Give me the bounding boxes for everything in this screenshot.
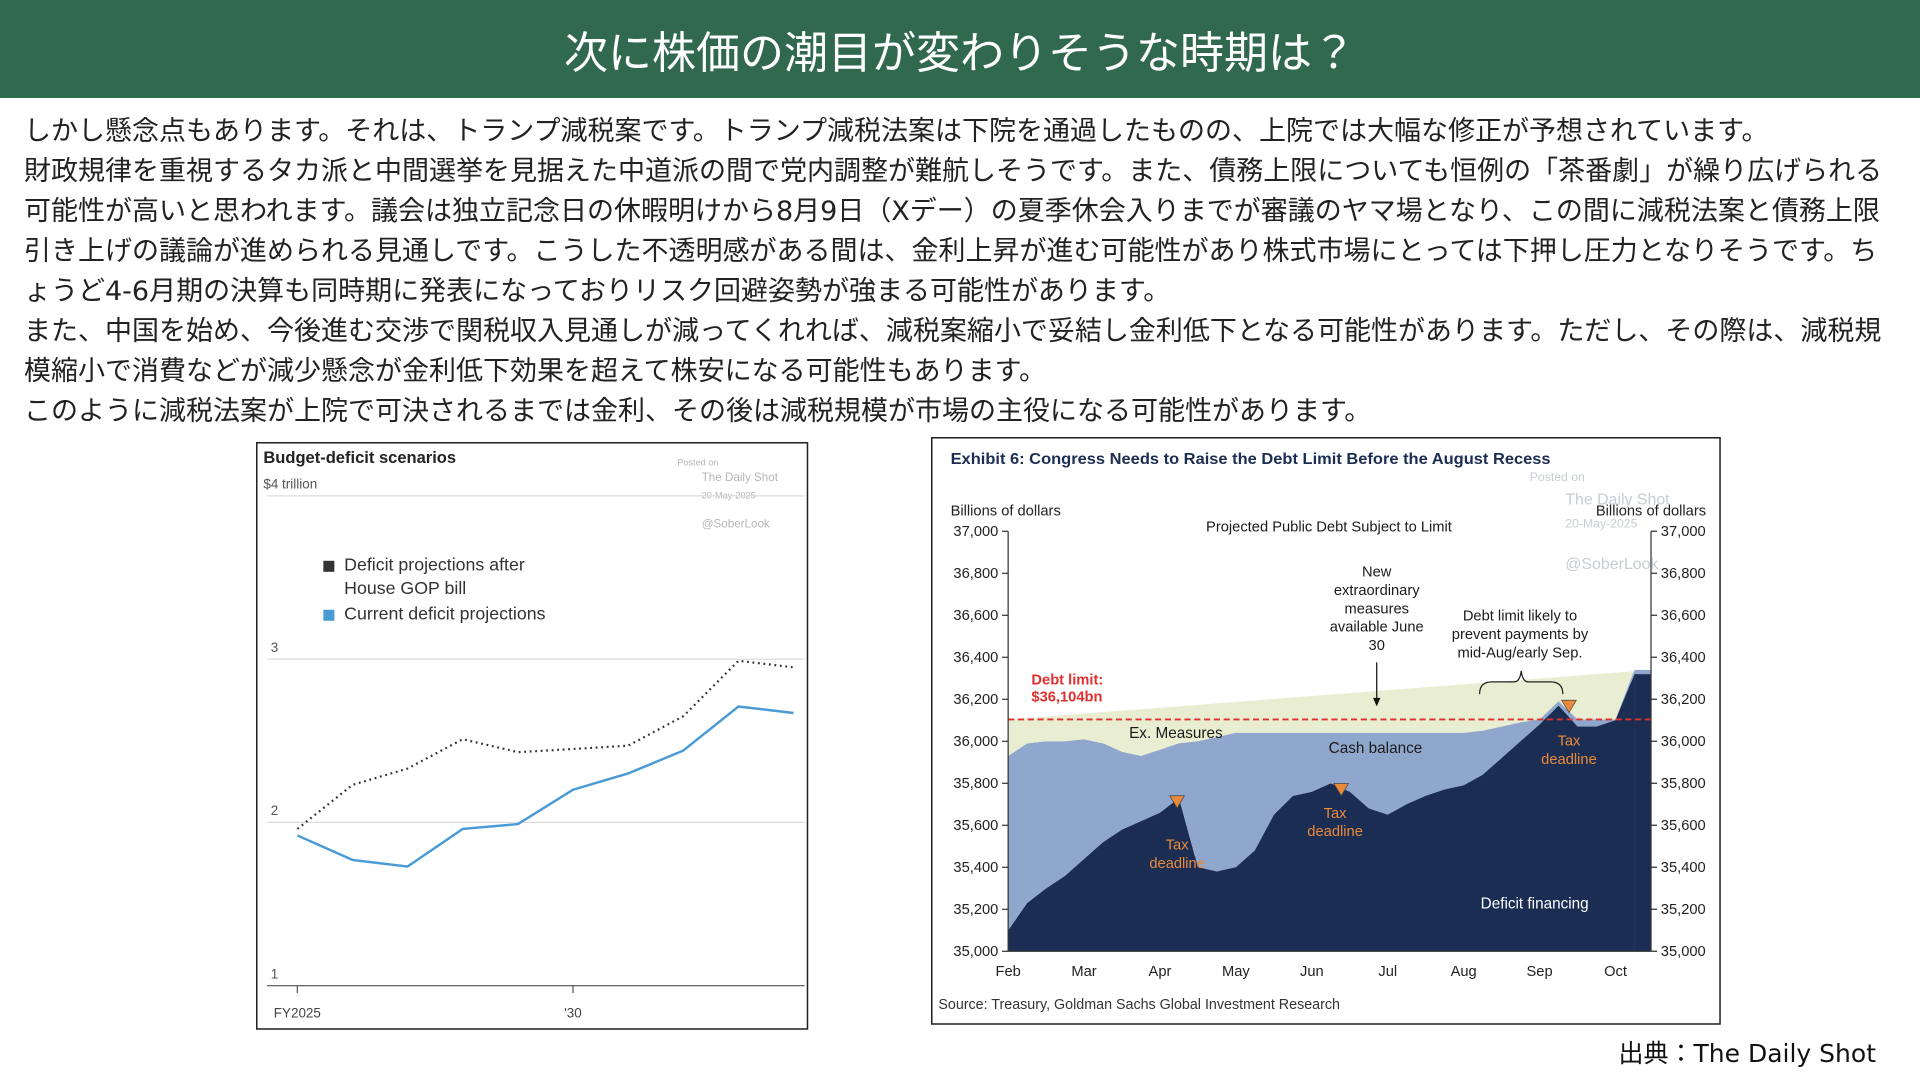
y-tick-label: 35,200 [953, 902, 998, 918]
y2-tick-label: 35,400 [1661, 860, 1706, 876]
y-tick-label: 35,000 [953, 944, 998, 960]
line-series [296, 659, 794, 830]
y-tick-label: 36,400 [953, 650, 998, 666]
x-tick-label: FY2025 [274, 1006, 321, 1021]
frame [256, 442, 809, 1030]
debt-limit-label: Debt limit: $36,104bn [1031, 670, 1104, 706]
chart-title: Exhibit 6: Congress Needs to Raise the D… [951, 451, 1551, 468]
tax-marker [1169, 795, 1186, 809]
area-label: Cash balance [1328, 739, 1423, 757]
y-tick-label: $4 trillion [263, 477, 317, 492]
annotation: Tax deadline [1149, 836, 1205, 872]
legend-swatch [323, 609, 335, 621]
watermark: The Daily Shot [702, 471, 779, 484]
y2-axis-label: Billions of dollars [1596, 503, 1706, 519]
arrow-head [1373, 697, 1381, 707]
tax-marker [1333, 783, 1350, 797]
area-label: Ex. Measures [1129, 724, 1223, 742]
paragraph: 財政規律を重視するタカ派と中間選挙を見据えた中道派の間で党内調整が難航しそうです… [24, 156, 1883, 307]
chart-title: Budget-deficit scenarios [263, 448, 456, 467]
annotation: Debt limit likely to prevent payments by… [1451, 607, 1589, 662]
y-tick-label: 36,800 [953, 566, 998, 582]
watermark: @SoberLook [702, 518, 770, 531]
chart-debt: Exhibit 6: Congress Needs to Raise the D… [931, 437, 1721, 1025]
chart-svg: Budget-deficit scenarios Posted on The Dai… [256, 442, 809, 1030]
y2-tick-label: 35,000 [1661, 944, 1706, 960]
y2-tick-label: 35,800 [1661, 776, 1706, 792]
x-tick-label: Aug [1451, 964, 1477, 980]
annotation: New extraordinary measures available Jun… [1329, 563, 1424, 654]
y-tick-label: 35,600 [953, 818, 998, 834]
x-tick-label: Jul [1378, 964, 1397, 980]
y-tick-label: 3 [271, 640, 278, 655]
watermark: The Daily Shot [1565, 491, 1670, 508]
x-tick-label: Feb [995, 964, 1020, 980]
y-tick-label: 36,000 [953, 734, 998, 750]
area-series [1634, 674, 1652, 952]
watermark: Posted on [677, 457, 718, 467]
x-tick-label: Jun [1300, 964, 1324, 980]
line-series [296, 705, 794, 868]
y-tick-label: 1 [271, 966, 278, 981]
area-series [1008, 669, 1652, 952]
slide-title: 次に株価の潮目が変わりそうな時期は？ [564, 28, 1356, 79]
y-tick-label: 35,400 [953, 860, 998, 876]
paragraph: しかし懸念点もあります。それは、トランプ減税案です。トランプ減税法案は下院を通過… [24, 116, 1769, 147]
body-text: しかし懸念点もあります。それは、トランプ減税案です。トランプ減税法案は下院を通過… [24, 112, 1896, 432]
paragraph: また、中国を始め、今後進む交渉で関税収入見通しが減ってくれれば、減税案縮小で妥結… [24, 316, 1882, 387]
legend-label: Deficit projections after House GOP bill [344, 555, 525, 599]
y-tick-label: 2 [271, 803, 278, 818]
chart-svg: Exhibit 6: Congress Needs to Raise the D… [931, 437, 1721, 1025]
y2-tick-label: 35,200 [1661, 902, 1706, 918]
annotation: Tax deadline [1307, 804, 1363, 840]
y2-tick-label: 36,800 [1661, 566, 1706, 582]
watermark: 20-May-2025 [1565, 517, 1637, 531]
y2-tick-label: 36,400 [1661, 650, 1706, 666]
y-tick-label: 36,200 [953, 692, 998, 708]
watermark: Posted on [1530, 470, 1585, 484]
y-tick-label: 35,800 [953, 776, 998, 792]
y2-tick-label: 37,000 [1661, 524, 1706, 540]
x-tick-label: May [1222, 964, 1250, 980]
legend-swatch [323, 560, 335, 572]
x-tick-label: Apr [1149, 964, 1172, 980]
source-label: Source: Treasury, Goldman Sachs Global I… [938, 997, 1340, 1013]
y2-tick-label: 35,600 [1661, 818, 1706, 834]
tax-marker [1560, 699, 1577, 714]
legend-label: Current deficit projections [344, 604, 546, 625]
x-tick-label: Oct [1604, 964, 1627, 980]
header-bar: 次に株価の潮目が変わりそうな時期は？ [0, 0, 1920, 98]
watermark: @SoberLook [1565, 556, 1658, 573]
area-label: Deficit financing [1480, 894, 1589, 913]
paragraph: このように減税法案が上院で可決されるまでは金利、その後は減税規模が市場の主役にな… [24, 396, 1372, 427]
area-series [1634, 669, 1652, 675]
annotation: Tax deadline [1541, 732, 1597, 768]
y2-tick-label: 36,200 [1661, 692, 1706, 708]
annotation: Projected Public Debt Subject to Limit [1206, 517, 1452, 535]
x-tick-label: Sep [1527, 964, 1553, 980]
source-note: 出典：The Daily Shot [1618, 1039, 1876, 1068]
y-tick-label: 37,000 [953, 524, 998, 540]
decorations [1169, 662, 1577, 809]
y-tick-label: 36,600 [953, 608, 998, 624]
y2-tick-label: 36,000 [1661, 734, 1706, 750]
brace [1478, 670, 1564, 695]
y2-tick-label: 36,600 [1661, 608, 1706, 624]
plot-area [1008, 669, 1652, 952]
x-tick-label: Mar [1071, 964, 1096, 980]
chart-budget: Budget-deficit scenarios Posted on The Dai… [256, 442, 809, 1030]
y-axis-label: Billions of dollars [951, 503, 1061, 519]
x-tick-label: '30 [564, 1006, 582, 1021]
